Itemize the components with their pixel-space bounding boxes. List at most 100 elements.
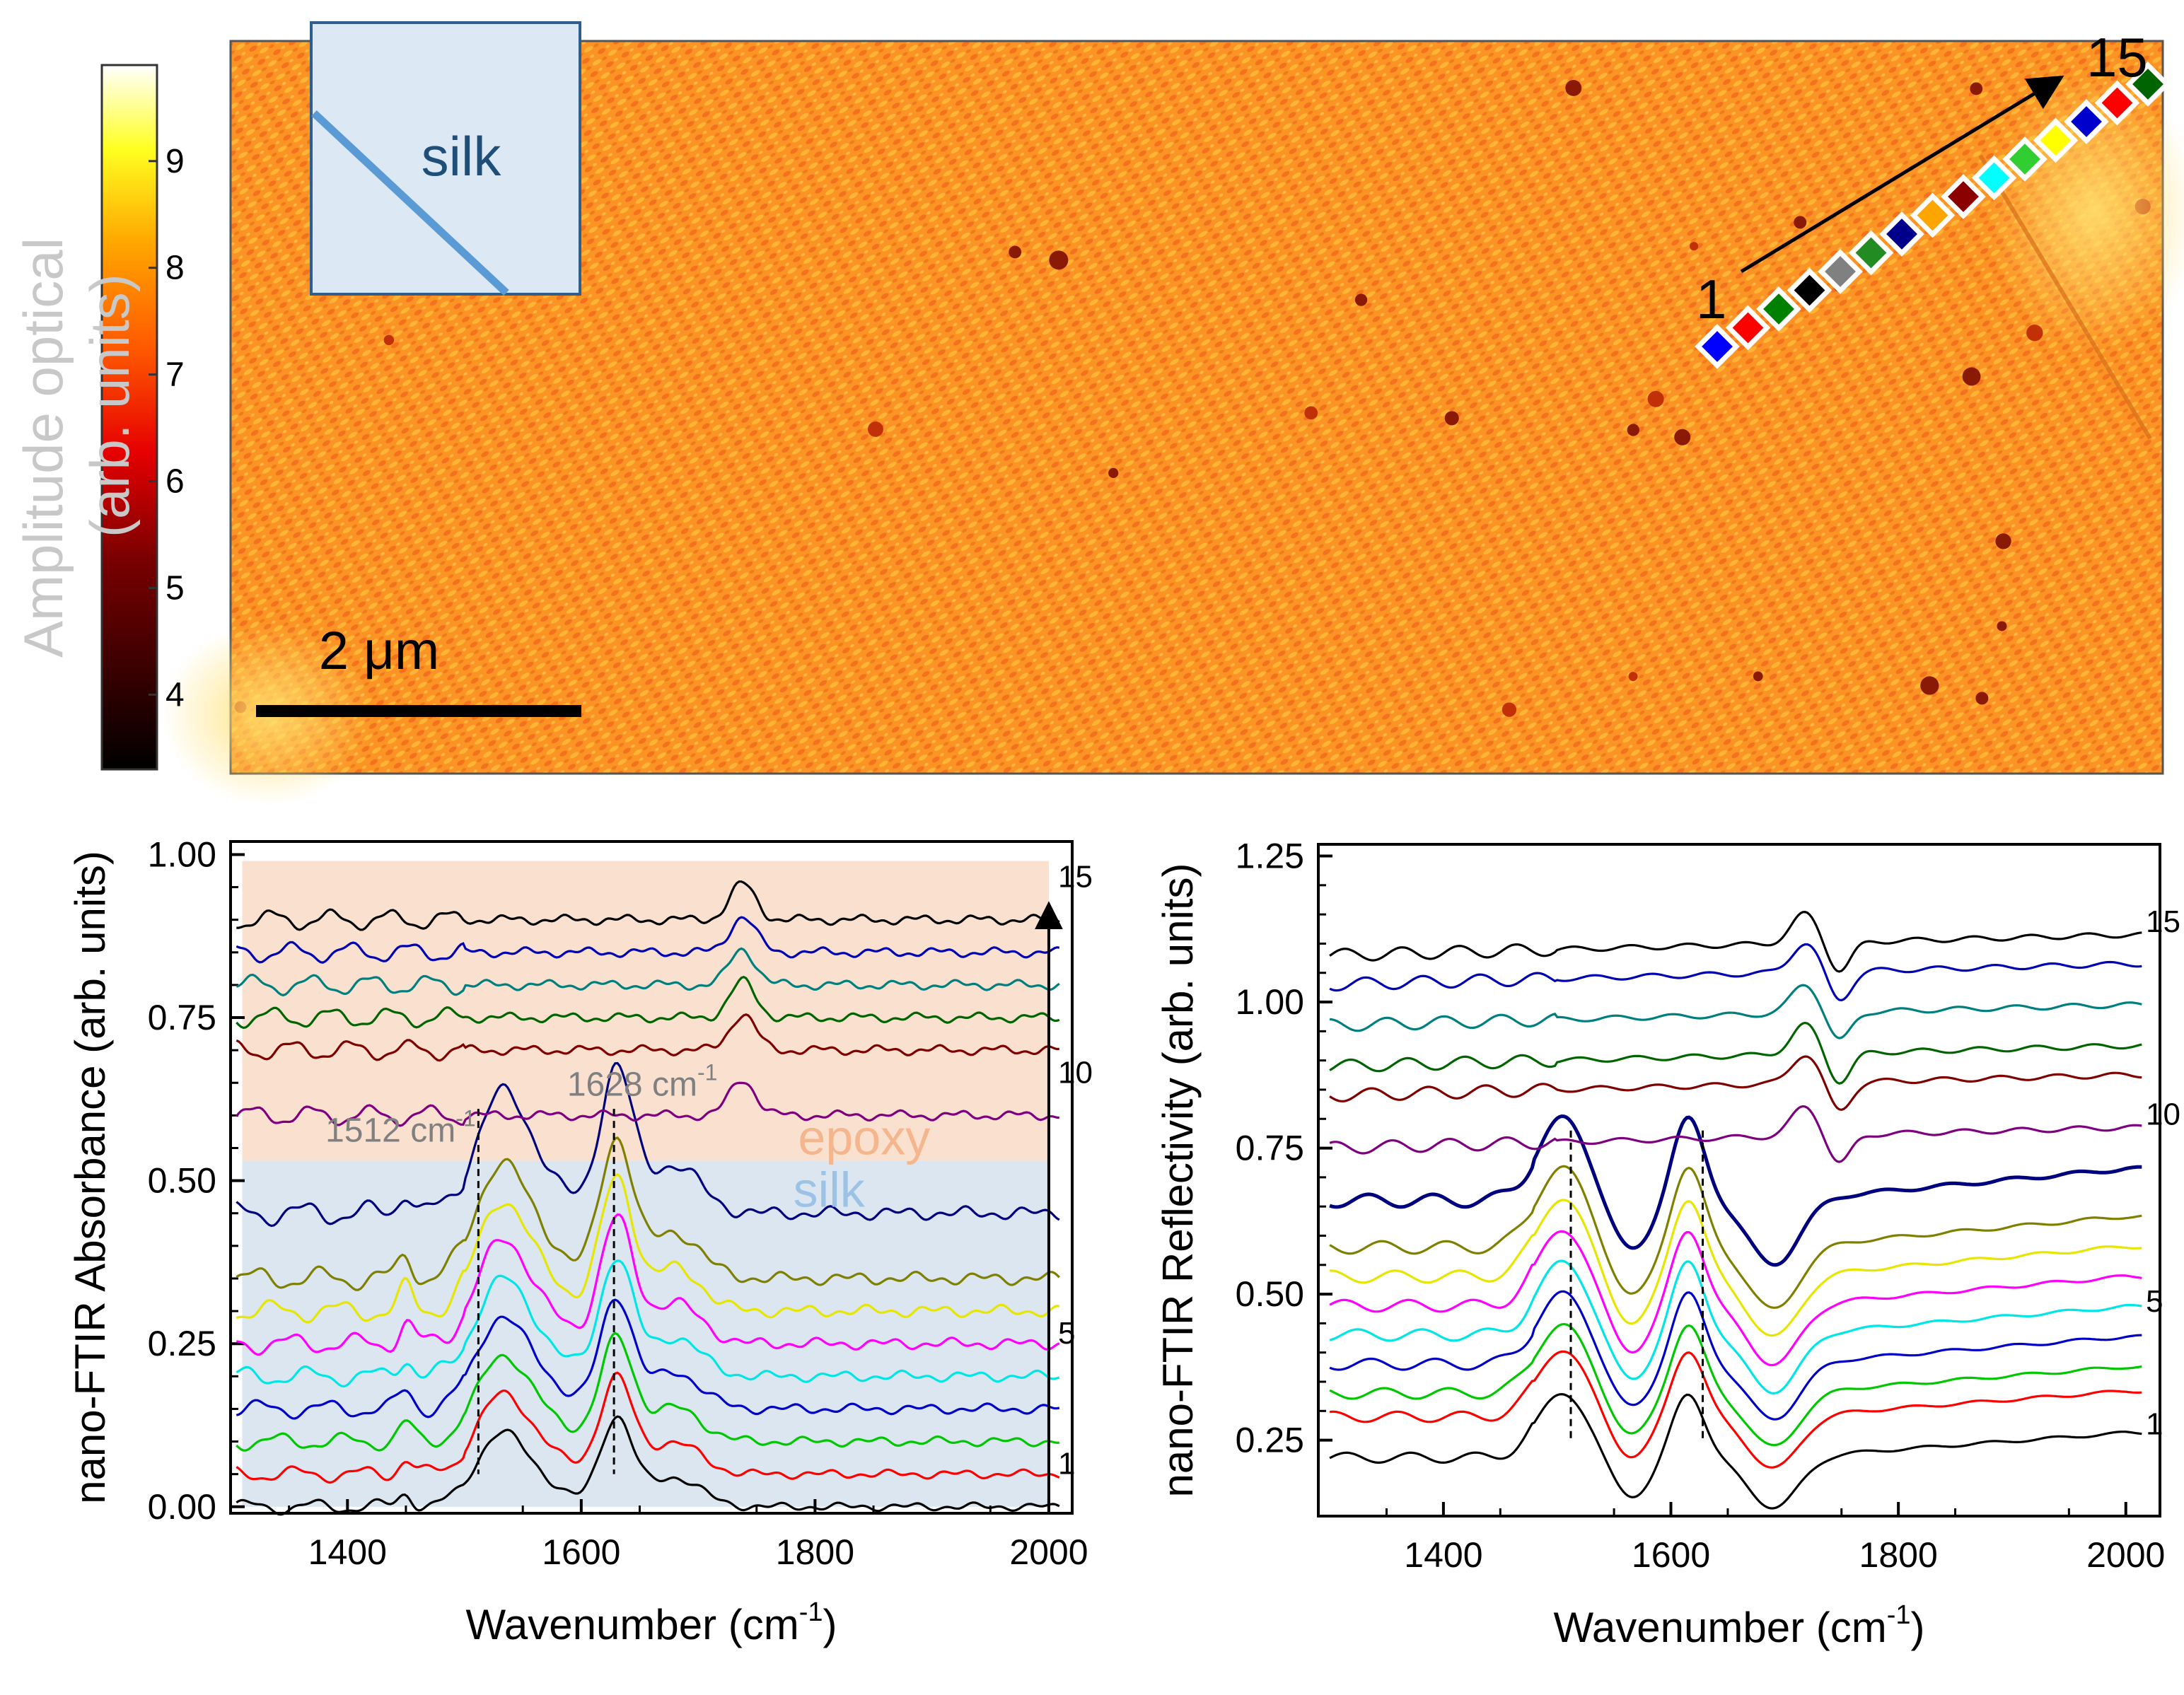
image-hotspot xyxy=(1753,671,1763,682)
spectrum-line xyxy=(236,1081,1059,1127)
spectrum-line xyxy=(236,1298,1060,1420)
y-tick-label: 0.00 xyxy=(148,1487,216,1527)
scan-marker xyxy=(2094,80,2140,126)
trace-label: 15 xyxy=(1058,860,1093,895)
peak-annotation: 1628 cm-1 xyxy=(567,1060,718,1104)
image-hotspot xyxy=(1674,429,1691,445)
spectrum-line xyxy=(1329,1392,2142,1510)
y-tick-label: 0.75 xyxy=(148,998,216,1037)
spectrum-line xyxy=(236,1013,1059,1062)
spectrum-line xyxy=(1330,1199,2142,1337)
y-tick-label: 0.50 xyxy=(1236,1274,1304,1314)
arrow-end-label: 15 xyxy=(2086,26,2148,88)
scan-marker xyxy=(1695,324,1740,369)
x-tick-label: 1800 xyxy=(776,1532,854,1572)
y-tick-label: 0.25 xyxy=(1236,1421,1304,1460)
image-hotspot xyxy=(1689,242,1699,251)
spectrum-line xyxy=(1329,1114,2142,1267)
spectrum-line xyxy=(236,1371,1060,1484)
image-hotspot xyxy=(1794,216,1807,229)
x-tick-label: 1800 xyxy=(1859,1535,1938,1575)
scan-marker xyxy=(1848,230,1894,276)
reflectivity-chart: 1400 1600 1800 2000 0.25 0.50 0.75 1.00 1.25 Wave… xyxy=(1154,837,2180,1651)
trace-label: 15 xyxy=(2146,904,2180,939)
spectrum-line xyxy=(1329,1350,2142,1469)
y-tick-label: 0.75 xyxy=(1236,1129,1304,1168)
scan-marker xyxy=(2125,62,2171,107)
peak-annotation: 1512 cm-1 xyxy=(325,1105,476,1149)
image-hotspot xyxy=(1997,621,2007,631)
image-hotspot xyxy=(1627,424,1639,436)
image-hotspot xyxy=(1628,672,1638,682)
spectrum-line xyxy=(236,1415,1060,1516)
image-hotspot xyxy=(1009,245,1022,259)
silk-inset: silk xyxy=(310,21,581,296)
x-tick-label: 2000 xyxy=(2086,1535,2165,1575)
y-tick-label: 0.50 xyxy=(148,1161,216,1201)
scale-bar-label: 2 μm xyxy=(319,621,439,681)
spectrum-line xyxy=(1329,1290,2142,1421)
trace-label: 10 xyxy=(1058,1055,1093,1090)
x-tick-label: 1600 xyxy=(1632,1535,1710,1575)
spectrum-line xyxy=(236,1061,1060,1228)
scan-markers xyxy=(1695,62,2171,369)
image-hotspot xyxy=(1970,82,1983,95)
trace-label: 1 xyxy=(2146,1406,2163,1441)
spectrum-line xyxy=(1329,1021,2142,1085)
scan-marker xyxy=(1787,267,1832,313)
trace-label: 1 xyxy=(1058,1447,1075,1481)
spectrum-line xyxy=(1329,1259,2142,1395)
image-hotspot xyxy=(868,421,883,437)
spectrum-line xyxy=(1329,1322,2142,1447)
scan-marker xyxy=(1910,192,1956,238)
image-hotspot xyxy=(1108,467,1119,478)
spectrum-line xyxy=(236,880,1060,931)
scan-marker xyxy=(1879,211,1924,257)
spectrum-line xyxy=(236,1332,1059,1452)
colorbar-label-line2: (arb. units) xyxy=(79,274,141,537)
scan-marker xyxy=(1818,249,1863,294)
image-hotspot xyxy=(1304,406,1318,420)
y-axis-label: nano-FTIR Reflectivity (arb. units) xyxy=(1154,863,1202,1498)
scan-marker xyxy=(2002,136,2047,182)
colorbar-tick-label: 4 xyxy=(165,676,185,713)
spectrum-line xyxy=(236,916,1060,964)
x-tick-label: 2000 xyxy=(1009,1532,1088,1572)
spectrum-line xyxy=(236,1213,1060,1356)
colorbar: 4 5 6 7 8 9 Amplitude optical (arb. units) xyxy=(12,64,185,771)
spectrum-line xyxy=(1329,943,2142,1002)
image-hotspot xyxy=(1049,250,1069,270)
spectrum-line xyxy=(236,947,1060,997)
absorbance-chart: 1400 1600 1800 2000 0.00 0.25 0.50 0.75 1.00 Wave… xyxy=(66,834,1093,1648)
spectrum-line xyxy=(236,975,1060,1030)
x-axis-label: Wavenumber (cm-1) xyxy=(1554,1600,1925,1651)
colorbar-tick-label: 6 xyxy=(165,463,185,501)
y-tick-label: 1.00 xyxy=(1236,982,1304,1022)
spectrum-line xyxy=(1329,1165,2142,1309)
image-hotspot xyxy=(1920,676,1939,695)
epoxy-label: epoxy xyxy=(798,1110,930,1165)
inset-label: silk xyxy=(422,125,502,187)
image-hotspot xyxy=(383,334,395,346)
spectrum-line xyxy=(1329,1230,2142,1367)
y-tick-label: 1.00 xyxy=(148,834,216,874)
colorbar-ticks: 4 5 6 7 8 9 xyxy=(149,143,185,713)
spectrum-line xyxy=(236,1172,1059,1324)
image-hotspot xyxy=(1502,702,1517,717)
spectrum-line xyxy=(1329,910,2142,973)
image-hotspot xyxy=(1975,692,1989,705)
trace-label: 10 xyxy=(2146,1097,2180,1132)
colorbar-tick-label: 8 xyxy=(165,250,185,287)
plot-frame xyxy=(1317,843,2161,1518)
trace-label: 5 xyxy=(2146,1284,2163,1319)
optical-image-panel: silk 2 μm 1 15 xyxy=(163,21,2184,806)
sample-edge-line xyxy=(1978,154,2152,440)
image-hotspot xyxy=(1565,79,1582,96)
scan-marker xyxy=(1725,305,1771,351)
y-axis-label: nano-FTIR Absorbance (arb. units) xyxy=(66,851,114,1504)
spectrum-line xyxy=(1329,1105,2142,1163)
scale-bar: 2 μm xyxy=(256,621,581,717)
spectrum-line xyxy=(236,1136,1060,1291)
image-hotspot xyxy=(1995,533,2011,549)
